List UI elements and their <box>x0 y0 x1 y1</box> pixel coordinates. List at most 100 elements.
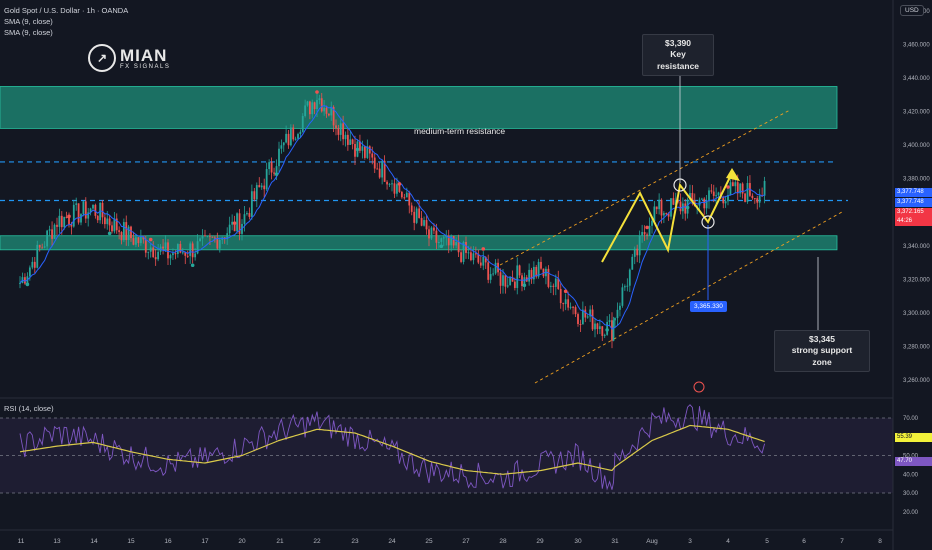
candle-body <box>516 265 519 288</box>
candle-body <box>530 269 533 280</box>
candle-body <box>359 141 361 151</box>
currency-button[interactable]: USD <box>900 5 924 16</box>
candle-body <box>672 198 675 205</box>
candle-body <box>589 309 592 317</box>
time-tick: 4 <box>726 538 730 545</box>
sma-line <box>19 104 765 330</box>
key-resistance-text: Key resistance <box>656 49 700 71</box>
candle-body <box>189 243 192 256</box>
candle-body <box>572 306 574 308</box>
candle-body <box>228 224 231 234</box>
signal-dot <box>315 90 319 94</box>
candle-body <box>368 146 371 154</box>
price-tag-last: 3,372.165 <box>895 208 932 217</box>
candle-body <box>101 202 104 218</box>
candle-body <box>94 204 97 216</box>
candle-body <box>584 309 587 318</box>
candle-body <box>68 217 70 225</box>
candle-body <box>643 232 646 235</box>
candle-body <box>120 232 123 241</box>
candle-body <box>465 241 467 253</box>
sma-label-1[interactable]: SMA (9, close) <box>4 17 53 26</box>
countdown-tag: 44:26 <box>895 217 932 226</box>
candle-body <box>758 195 761 203</box>
channel-lines <box>499 109 843 384</box>
price-tick: 3,300.000 <box>903 311 930 317</box>
candle-body <box>346 134 349 145</box>
candle-body <box>579 324 582 326</box>
candle-body <box>554 278 557 287</box>
candle-body <box>308 101 311 115</box>
projection-zigzag <box>601 172 733 263</box>
candle-body <box>43 246 46 248</box>
candle-body <box>330 106 333 116</box>
candle-body <box>366 146 369 158</box>
price-tick: 3,420.000 <box>903 110 930 116</box>
candle-body <box>549 285 552 287</box>
candle-body <box>460 252 462 262</box>
candle-body <box>518 265 521 276</box>
rsi-label[interactable]: RSI (14, close) <box>4 404 54 413</box>
signal-dot <box>67 214 71 219</box>
time-tick: 15 <box>127 538 135 545</box>
candle-body <box>567 299 570 308</box>
signal-dot <box>232 221 237 225</box>
candle-body <box>46 230 49 247</box>
candle-body <box>646 234 648 236</box>
candle-body <box>479 262 482 266</box>
candle-body <box>381 160 384 178</box>
signal-dot <box>397 182 402 186</box>
candle-body <box>84 201 87 219</box>
time-tick: 5 <box>765 538 769 545</box>
time-tick: 28 <box>499 538 507 545</box>
candle-body <box>614 318 616 321</box>
candle-body <box>616 309 619 319</box>
candle-body <box>542 268 545 277</box>
candle-body <box>152 247 155 258</box>
resistance-touch-marker <box>673 178 687 192</box>
candle-body <box>24 277 26 284</box>
sma-label-2[interactable]: SMA (9, close) <box>4 28 53 37</box>
candles <box>19 92 766 349</box>
time-tick: 22 <box>313 538 321 545</box>
time-tick: 30 <box>574 538 582 545</box>
rsi-tick: 70.00 <box>903 416 919 422</box>
candle-body <box>400 191 403 198</box>
candle-body <box>273 172 275 174</box>
candle-body <box>410 205 413 212</box>
candle-body <box>278 148 280 167</box>
symbol-title: Gold Spot / U.S. Dollar · 1h · OANDA <box>4 6 129 15</box>
candle-body <box>700 198 703 200</box>
candle-body <box>92 204 94 209</box>
candle-body <box>206 235 209 237</box>
time-tick: Aug <box>646 538 658 545</box>
time-tick: 20 <box>238 538 246 545</box>
candle-body <box>191 243 194 258</box>
candle-body <box>56 224 58 227</box>
candle-body <box>323 107 326 112</box>
candle-body <box>226 233 229 240</box>
time-tick: 31 <box>611 538 619 545</box>
candle-body <box>299 131 302 135</box>
candle-body <box>253 191 256 200</box>
candle-body <box>601 326 604 336</box>
candle-body <box>65 216 68 218</box>
candle-body <box>72 204 75 227</box>
time-tick: 14 <box>90 538 98 545</box>
signal-dot <box>563 289 568 294</box>
candle-body <box>320 98 323 112</box>
candle-body <box>457 241 460 253</box>
candle-body <box>467 252 470 254</box>
candle-body <box>532 266 535 280</box>
candle-body <box>169 255 172 259</box>
candle-body <box>122 222 125 241</box>
candle-body <box>489 274 492 280</box>
candle-body <box>569 306 572 308</box>
time-tick: 21 <box>276 538 284 545</box>
candle-body <box>413 211 416 223</box>
candle-body <box>108 218 111 226</box>
candle-body <box>51 229 53 239</box>
zones <box>0 86 838 251</box>
price-tick: 3,260.000 <box>903 378 930 384</box>
